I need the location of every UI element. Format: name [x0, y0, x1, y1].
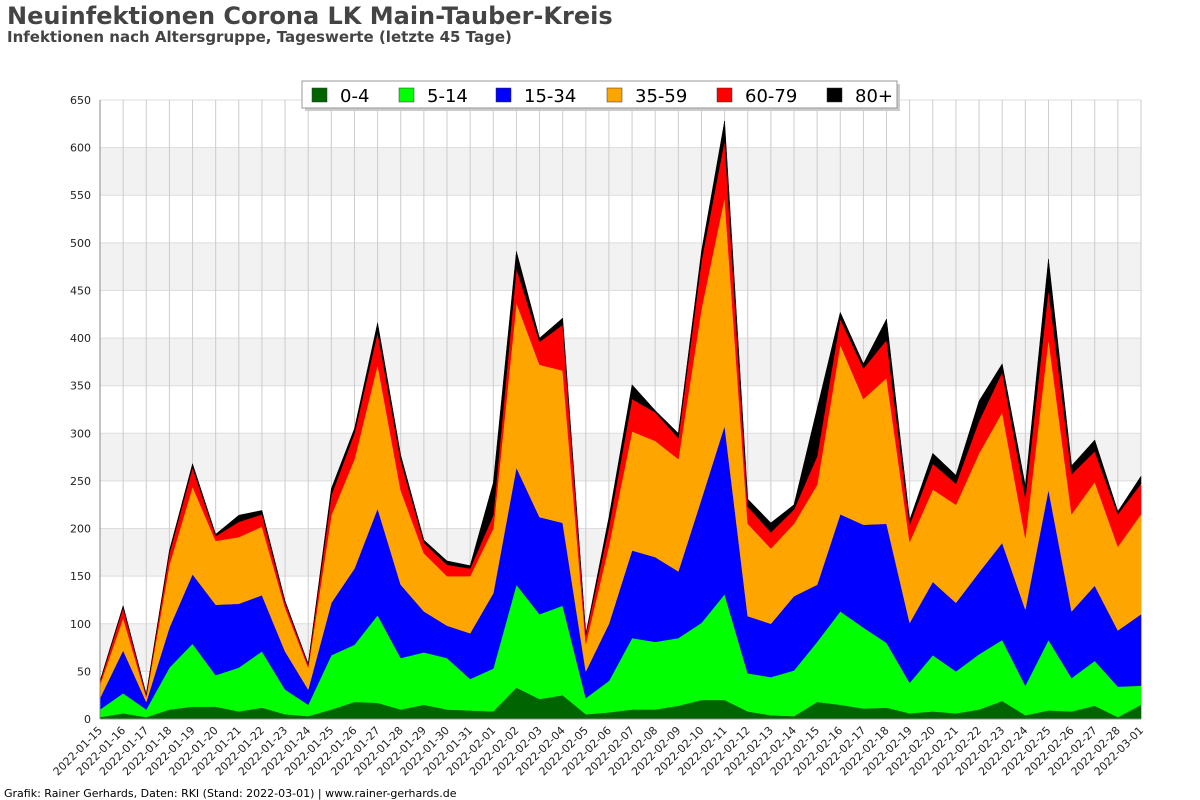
y-tick-label: 550 — [70, 189, 91, 202]
grid-band — [100, 147, 1141, 196]
y-tick-label: 600 — [70, 142, 91, 155]
grid-band — [100, 242, 1141, 291]
y-tick-label: 250 — [70, 475, 91, 488]
series-area-80+ — [99, 120, 1142, 696]
chart-subtitle: Infektionen nach Altersgruppe, Tageswert… — [7, 28, 512, 46]
legend-swatch-80+ — [826, 87, 843, 103]
y-tick-label: 200 — [70, 523, 91, 536]
legend-swatch-0-4 — [311, 87, 328, 103]
legend-label-5-14: 5-14 — [427, 86, 468, 107]
y-tick-labels: 0 50 100 150 200 250 300 350 400 450 500 550 600 650 — [70, 94, 91, 726]
series-areas — [99, 120, 1142, 720]
legend-swatch-60-79 — [716, 87, 733, 103]
legend-label-15-34: 15-34 — [524, 86, 576, 107]
source-credit: Grafik: Rainer Gerhards, Daten: RKI (Sta… — [4, 787, 457, 800]
y-tick-label: 0 — [84, 713, 91, 726]
chart-title: Neuinfektionen Corona LK Main-Tauber-Kre… — [7, 2, 613, 30]
y-tick-label: 50 — [77, 665, 91, 678]
x-tick-labels: 2022-01-152022-01-162022-01-172022-01-18… — [51, 724, 1146, 778]
legend-swatch-5-14 — [398, 87, 415, 103]
legend-box — [301, 80, 898, 109]
legend: 0-4 5-14 15-34 35-59 60-79 80+ — [301, 80, 900, 111]
axes — [99, 100, 1141, 720]
legend-label-80+: 80+ — [855, 86, 893, 107]
y-tick-label: 300 — [70, 427, 91, 440]
y-tick-label: 650 — [70, 94, 91, 107]
y-tick-label: 450 — [70, 284, 91, 297]
legend-label-0-4: 0-4 — [340, 86, 369, 107]
grid-band — [100, 338, 1141, 386]
y-tick-label: 500 — [70, 237, 91, 250]
y-tick-label: 350 — [70, 380, 91, 393]
legend-swatch-35-59 — [606, 87, 623, 103]
y-tick-label: 150 — [70, 570, 91, 583]
y-tick-label: 400 — [70, 332, 91, 345]
legend-swatch-15-34 — [495, 87, 512, 103]
y-tick-label: 100 — [70, 618, 91, 631]
legend-label-35-59: 35-59 — [635, 86, 687, 107]
legend-label-60-79: 60-79 — [745, 86, 797, 107]
